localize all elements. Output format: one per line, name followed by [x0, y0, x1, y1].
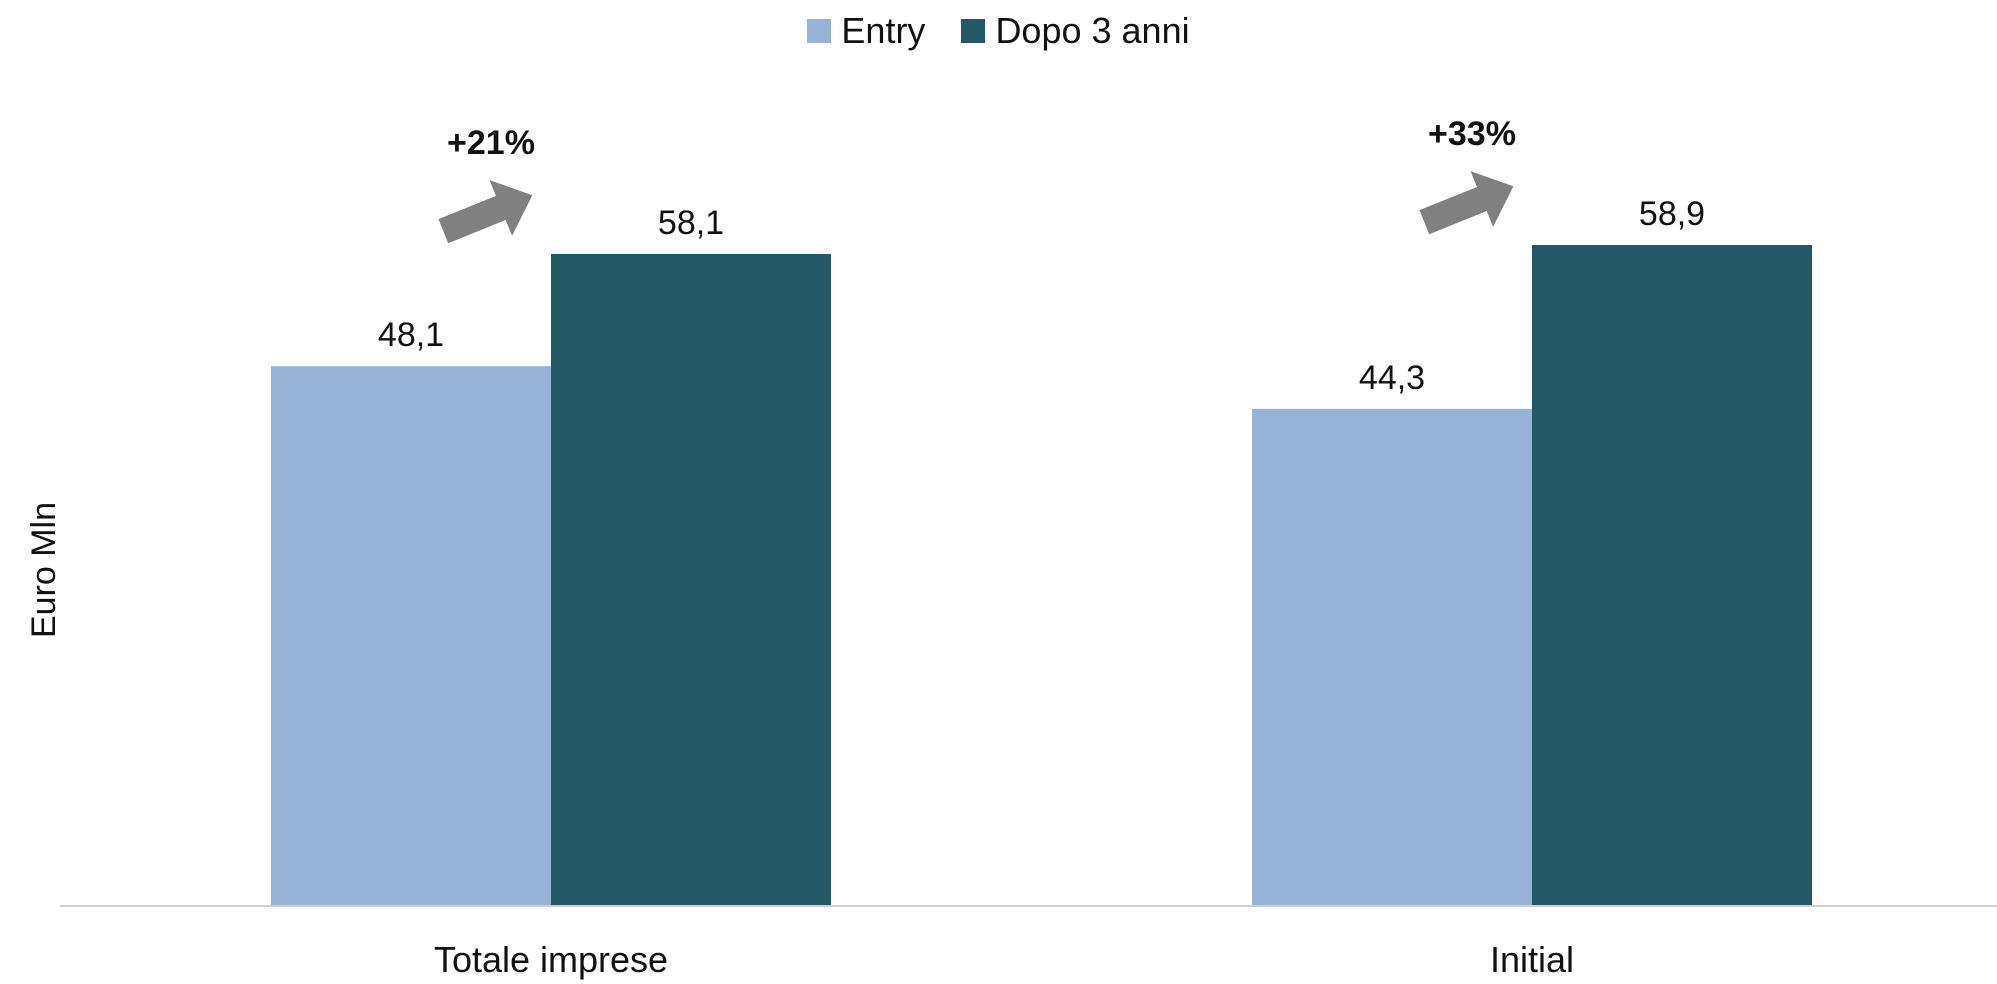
bars-group [271, 245, 1812, 907]
bar-entry-1 [1252, 408, 1532, 906]
data-label-entry-0: 48,1 [378, 316, 444, 354]
bar-dopo-0 [551, 253, 831, 907]
arrow-shape-0 [438, 180, 533, 244]
arrow-shape-1 [1419, 171, 1514, 235]
x-tick-label-1: Initial [1490, 939, 1574, 980]
growth-arrow-icon-1 [1419, 171, 1514, 235]
y-axis-label: Euro Mln [25, 502, 63, 638]
data-label-dopo-0: 58,1 [658, 204, 724, 242]
legend-label-dopo: Dopo 3 anni [995, 10, 1190, 51]
growth-annotation-1: +33% [1428, 115, 1516, 153]
growth-annotation-0: +21% [447, 124, 535, 162]
x-tick-labels: Totale imprese Initial [434, 939, 1574, 980]
data-label-dopo-1: 58,9 [1639, 195, 1705, 233]
legend-item-entry: Entry [807, 10, 925, 52]
bar-dopo-1 [1532, 245, 1812, 906]
legend: Entry Dopo 3 anni [0, 10, 1997, 52]
bar-entry-0 [271, 366, 551, 906]
data-labels: 48,1 58,1 44,3 58,9 [378, 195, 1705, 397]
legend-swatch-entry [807, 19, 832, 43]
data-label-entry-1: 44,3 [1359, 359, 1425, 397]
growth-arrows: +21% +33% [438, 115, 1516, 244]
legend-item-dopo: Dopo 3 anni [961, 10, 1190, 52]
legend-swatch-dopo [961, 19, 986, 43]
growth-arrow-icon-0 [438, 180, 533, 244]
x-tick-label-0: Totale imprese [434, 939, 668, 980]
legend-label-entry: Entry [841, 10, 926, 51]
